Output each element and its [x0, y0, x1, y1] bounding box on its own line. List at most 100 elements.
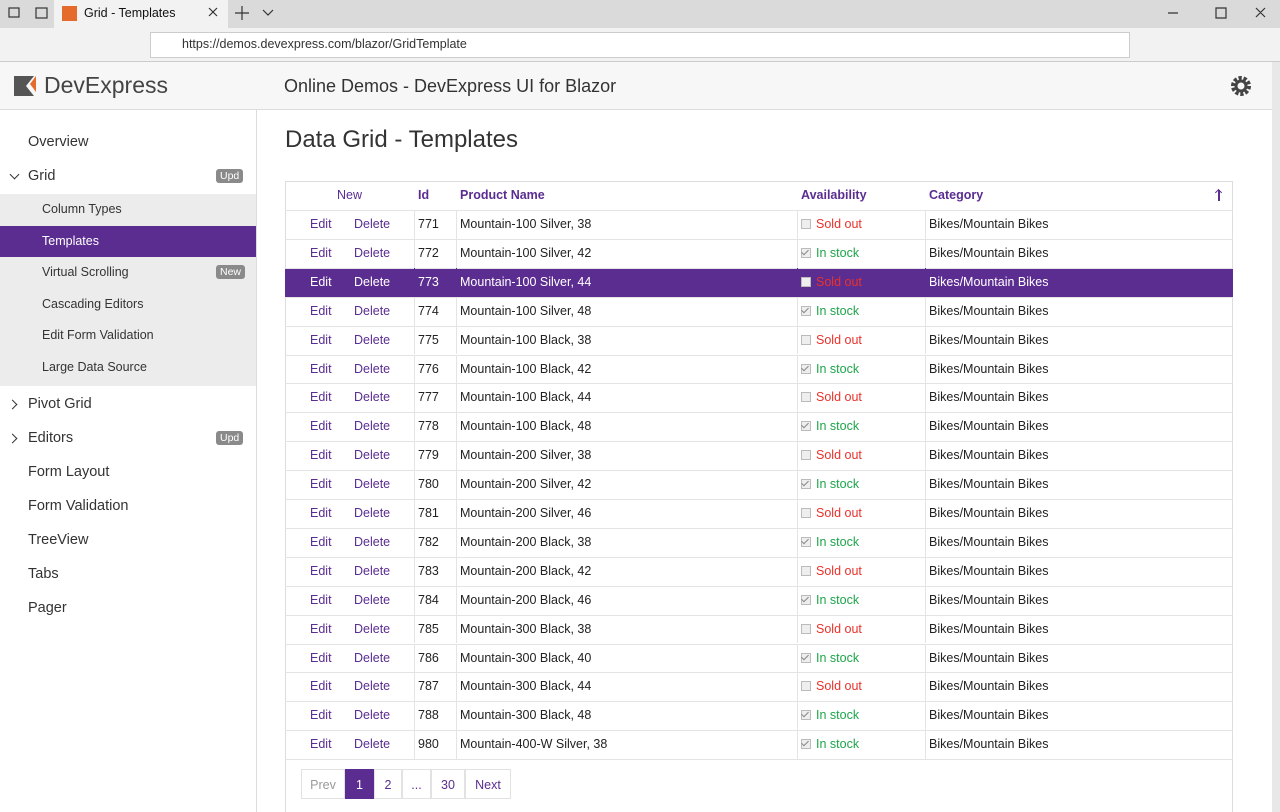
delete-button[interactable]: Delete: [354, 506, 391, 520]
cell-availability: In stock: [816, 534, 860, 549]
edit-button[interactable]: Edit: [310, 332, 332, 347]
pager-button[interactable]: Prev: [301, 769, 345, 799]
delete-button[interactable]: Delete: [354, 390, 391, 405]
nav-subitem[interactable]: Column Types: [42, 202, 122, 216]
delete-button[interactable]: Delete: [354, 217, 391, 231]
nav-item[interactable]: Pager: [28, 599, 67, 616]
edit-button[interactable]: Edit: [310, 592, 332, 607]
cell-category: Bikes/Mountain Bikes: [929, 650, 1049, 665]
delete-button[interactable]: Delete: [354, 419, 391, 434]
column-header[interactable]: Availability: [801, 188, 867, 202]
cell-category: Bikes/Mountain Bikes: [929, 332, 1049, 347]
edit-button[interactable]: Edit: [310, 708, 332, 723]
delete-button[interactable]: Delete: [354, 708, 391, 723]
nav-subitem[interactable]: Cascading Editors: [42, 296, 144, 311]
edit-button[interactable]: Edit: [310, 506, 332, 520]
delete-button[interactable]: Delete: [354, 274, 391, 289]
edit-button[interactable]: Edit: [310, 390, 332, 405]
checkbox: [801, 594, 811, 605]
tab-title: Grid - Templates: [84, 6, 176, 20]
settings-icon[interactable]: [1229, 74, 1253, 98]
cell-availability: Sold out: [816, 217, 862, 231]
column-header[interactable]: Category: [929, 188, 984, 202]
column-header[interactable]: Id: [418, 188, 430, 202]
nav-item[interactable]: TreeView: [28, 531, 89, 548]
cell-border: [797, 730, 798, 760]
cell-id: 781: [418, 506, 439, 520]
delete-button[interactable]: Delete: [354, 477, 391, 492]
edit-button[interactable]: Edit: [310, 361, 332, 376]
nav-item[interactable]: Pivot Grid: [28, 395, 92, 412]
nav-item[interactable]: Form Layout: [28, 463, 110, 480]
url-box[interactable]: [150, 32, 1130, 58]
cell-border: [414, 354, 415, 384]
cell-border: [456, 470, 457, 499]
tab[interactable]: [54, 0, 228, 28]
nav-item[interactable]: Grid: [28, 168, 56, 184]
nav-subitem[interactable]: Edit Form Validation: [42, 328, 154, 343]
cell-availability: Sold out: [816, 679, 862, 694]
cell-category: Bikes/Mountain Bikes: [929, 737, 1049, 752]
edit-button[interactable]: Edit: [310, 274, 332, 289]
delete-button[interactable]: Delete: [354, 563, 391, 578]
pager-button[interactable]: 2: [374, 769, 402, 799]
cell-name: Mountain-300 Black, 48: [460, 708, 592, 723]
nav-item[interactable]: Editors: [28, 429, 74, 446]
cell-availability: Sold out: [816, 274, 862, 289]
delete-button[interactable]: Delete: [354, 448, 391, 463]
edit-button[interactable]: Edit: [310, 534, 332, 549]
delete-button[interactable]: Delete: [354, 650, 391, 665]
row: [285, 701, 1233, 730]
delete-button[interactable]: Delete: [354, 679, 391, 694]
row: [285, 412, 1233, 441]
delete-button[interactable]: Delete: [354, 737, 391, 752]
nav-item[interactable]: Tabs: [28, 565, 59, 582]
nav-subitem[interactable]: Large Data Source: [42, 360, 147, 374]
column-header[interactable]: Product Name: [460, 188, 545, 202]
cell-border: [414, 441, 415, 471]
edit-button[interactable]: Edit: [310, 477, 332, 492]
edit-button[interactable]: Edit: [310, 448, 332, 463]
pager-button[interactable]: Next: [465, 769, 511, 799]
edit-button[interactable]: Edit: [310, 563, 332, 578]
checkbox: [801, 479, 811, 490]
edit-button[interactable]: Edit: [310, 217, 332, 231]
edit-button[interactable]: Edit: [310, 621, 332, 636]
pager-button[interactable]: 30: [431, 769, 465, 799]
cell-name: Mountain-100 Black, 38: [460, 332, 592, 347]
edit-button[interactable]: Edit: [310, 650, 332, 665]
edit-button[interactable]: Edit: [310, 737, 332, 752]
cell-id: 776: [418, 361, 439, 376]
nav-subitem[interactable]: Virtual Scrolling: [42, 265, 129, 280]
column-header[interactable]: New: [337, 188, 363, 202]
checkbox: [801, 247, 811, 258]
chevron: [7, 433, 18, 444]
checkbox: [801, 565, 811, 576]
row: [285, 556, 1233, 586]
delete-button[interactable]: Delete: [354, 534, 391, 549]
cell-name: Mountain-100 Silver, 44: [460, 274, 592, 289]
cell-border: [414, 383, 415, 413]
edit-button[interactable]: Edit: [310, 419, 332, 434]
edit-button[interactable]: Edit: [310, 245, 332, 260]
cell-name: Mountain-100 Black, 42: [460, 361, 592, 376]
delete-button[interactable]: Delete: [354, 361, 391, 376]
delete-button[interactable]: Delete: [354, 303, 391, 318]
delete-button[interactable]: Delete: [354, 621, 391, 636]
checkbox: [801, 652, 811, 663]
nav-item[interactable]: Form Validation: [28, 497, 129, 514]
pager-button[interactable]: ...: [402, 769, 431, 799]
delete-button[interactable]: Delete: [354, 245, 391, 260]
nav-item[interactable]: Overview: [28, 134, 89, 150]
cell-border: [414, 238, 415, 268]
pager-button[interactable]: 1: [345, 769, 374, 799]
row: [285, 267, 1233, 297]
edit-button[interactable]: Edit: [310, 303, 332, 318]
delete-button[interactable]: Delete: [354, 592, 391, 607]
cell-availability: In stock: [816, 245, 860, 260]
edit-button[interactable]: Edit: [310, 679, 332, 694]
delete-button[interactable]: Delete: [354, 332, 391, 347]
nav-subitem[interactable]: Templates: [42, 233, 99, 248]
cell-category: Bikes/Mountain Bikes: [929, 708, 1049, 723]
cell-category: Bikes/Mountain Bikes: [929, 390, 1049, 405]
